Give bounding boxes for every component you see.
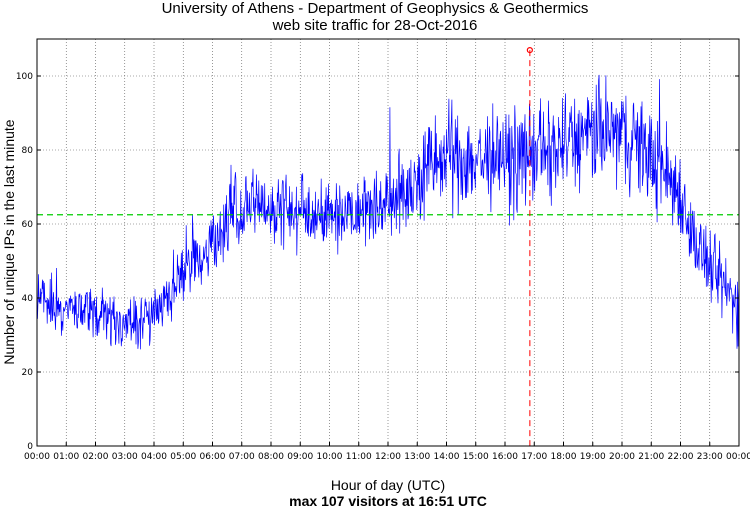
x-tick-label: 13:00 (404, 452, 430, 462)
x-tick-label: 18:00 (551, 452, 577, 462)
x-tick-label: 16:00 (492, 452, 518, 462)
x-tick-label: 02:00 (83, 452, 109, 462)
x-tick-label: 00:00 (726, 452, 750, 462)
y-axis-label: Number of unique IPs in the last minute (1, 119, 17, 364)
x-axis-ticks: 00:00 01:00 02:00 03:00 04:00 05:00 06:00 07:00… (24, 442, 750, 462)
grid (37, 39, 739, 446)
y-axis-ticks: 0 20 40 60 80 100 (16, 72, 739, 452)
x-tick-label: 14:00 (434, 452, 460, 462)
chart-subtitle: web site traffic for 28-Oct-2016 (272, 17, 478, 34)
x-tick-label: 08:00 (258, 452, 284, 462)
traffic-series-line (36, 74, 740, 350)
y-tick-label: 100 (16, 72, 33, 82)
x-axis-label: Hour of day (UTC) (331, 477, 445, 493)
max-marker-point (526, 46, 533, 54)
y-tick-label: 40 (22, 294, 34, 304)
x-tick-label: 15:00 (463, 452, 489, 462)
y-tick-label: 60 (22, 220, 34, 230)
x-tick-label: 04:00 (141, 452, 167, 462)
x-tick-label: 19:00 (580, 452, 606, 462)
x-tick-label: 20:00 (609, 452, 635, 462)
x-tick-label: 22:00 (668, 452, 694, 462)
x-tick-label: 12:00 (375, 452, 401, 462)
x-tick-label: 05:00 (170, 452, 196, 462)
x-tick-label: 21:00 (638, 452, 664, 462)
x-tick-label: 09:00 (287, 452, 313, 462)
traces (36, 46, 740, 446)
x-tick-label: 10:00 (317, 452, 343, 462)
x-tick-label: 07:00 (229, 452, 255, 462)
max-visitors-footer: max 107 visitors at 16:51 UTC (289, 493, 487, 509)
x-tick-label: 00:00 (24, 452, 50, 462)
x-tick-label: 23:00 (697, 452, 723, 462)
y-tick-label: 0 (27, 442, 33, 452)
x-tick-label: 01:00 (53, 452, 79, 462)
x-tick-label: 06:00 (200, 452, 226, 462)
y-tick-label: 20 (22, 368, 34, 378)
y-tick-label: 80 (22, 146, 34, 156)
x-tick-label: 03:00 (112, 452, 138, 462)
chart-title: University of Athens - Department of Geo… (162, 0, 589, 17)
x-tick-label: 11:00 (346, 452, 372, 462)
x-tick-label: 17:00 (521, 452, 547, 462)
